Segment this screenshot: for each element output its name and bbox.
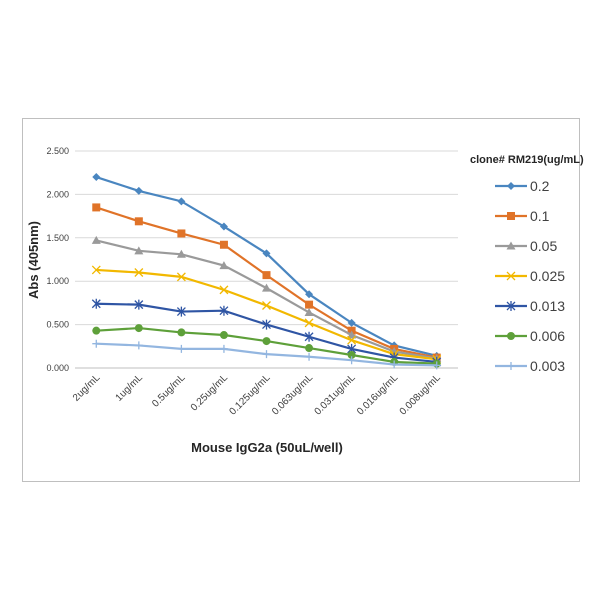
data-point-0.2 [177,197,186,206]
data-point-0.05 [176,249,186,258]
y-tick-label: 2.000 [46,189,69,199]
data-point-0.006 [305,344,314,353]
data-point-0.013 [262,319,271,330]
y-tick-label: 1.000 [46,276,69,286]
y-axis-title: Abs (405nm) [26,221,41,299]
x-tick-label: 0.25ug/mL [189,372,231,414]
data-point-0.013 [304,331,314,342]
x-tick-label: 2ug/mL [71,372,103,404]
y-tick-label: 0.500 [46,320,69,330]
x-tick-label: 0.5ug/mL [150,372,188,410]
data-point-0.003 [305,352,314,361]
data-point-0.2 [305,290,314,299]
data-point-0.1 [177,229,186,238]
data-point-0.2 [219,222,228,231]
data-point-0.1 [262,271,271,280]
legend-label: 0.025 [530,268,565,284]
legend-marker-0.05 [506,241,516,250]
data-point-0.006 [262,337,271,346]
data-point-0.1 [92,203,101,212]
x-tick-label: 0.008ug/mL [398,372,443,417]
data-point-0.025 [347,335,357,345]
legend-marker-0.006 [507,332,515,340]
legend-marker-0.013 [506,301,516,311]
y-tick-label: 0.000 [46,363,69,373]
y-tick-label: 2.500 [46,146,69,156]
data-point-0.003 [432,361,441,370]
legend-label: 0.1 [530,208,550,224]
x-axis-title: Mouse IgG2a (50uL/well) [191,440,343,455]
data-point-0.006 [92,326,101,335]
data-point-0.025 [176,272,186,282]
data-point-0.013 [219,305,229,316]
data-point-0.05 [91,235,101,244]
legend-marker-0.025 [506,271,516,281]
data-point-0.05 [219,261,229,270]
legend-label: 0.003 [530,358,565,374]
data-point-0.025 [134,268,144,277]
x-tick-label: 0.031ug/mL [313,372,358,417]
data-point-0.003 [347,356,356,365]
data-point-0.006 [134,324,143,333]
data-point-0.2 [347,318,356,327]
data-point-0.025 [262,301,271,310]
legend-label: 0.05 [530,238,557,254]
data-point-0.05 [304,307,314,316]
legend-label: 0.006 [530,328,565,344]
data-point-0.025 [91,265,101,275]
y-tick-label: 1.500 [46,233,69,243]
data-point-0.05 [262,283,271,292]
chart-frame [22,118,580,482]
x-tick-label: 1ug/mL [114,372,146,404]
data-point-0.05 [347,330,357,339]
legend-marker-0.2 [507,182,515,190]
data-point-0.006 [177,328,186,337]
data-point-0.003 [177,344,186,353]
data-point-0.003 [219,344,228,353]
data-point-0.2 [262,249,271,258]
data-point-0.006 [347,350,356,359]
series-line-0.1 [95,206,437,359]
data-point-0.003 [92,339,101,348]
data-point-0.003 [390,360,399,369]
data-point-0.1 [134,217,143,226]
data-point-0.013 [91,298,101,309]
data-point-0.025 [219,285,229,295]
data-point-0.025 [304,318,314,328]
legend-marker-0.003 [507,362,515,370]
data-point-0.013 [176,306,186,317]
data-point-0.1 [305,300,314,309]
data-point-0.2 [92,173,101,182]
data-point-0.003 [134,341,143,350]
data-point-0.006 [219,331,228,340]
data-point-0.2 [134,186,143,195]
x-tick-label: 0.016ug/mL [355,372,400,417]
data-point-0.003 [262,350,271,359]
legend-label: 0.013 [530,298,565,314]
x-tick-label: 0.063ug/mL [270,372,315,417]
x-tick-label: 0.125ug/mL [227,372,272,417]
data-point-0.05 [134,246,144,255]
data-point-0.1 [219,240,228,249]
legend-title: clone# RM219(ug/mL) [470,154,584,166]
data-point-0.013 [134,299,144,310]
legend-label: 0.2 [530,178,550,194]
legend-marker-0.1 [507,212,515,220]
